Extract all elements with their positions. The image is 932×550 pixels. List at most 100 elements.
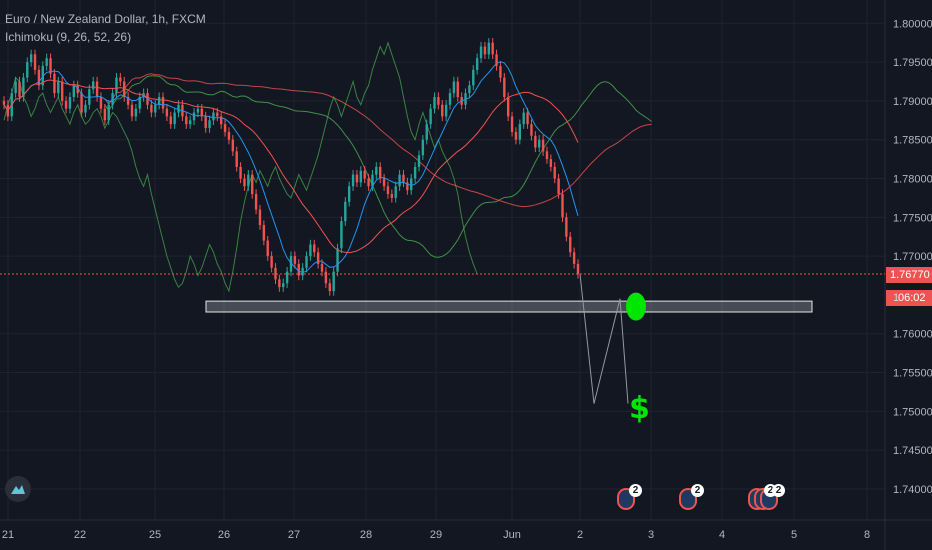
candle-body [491,42,494,55]
candle-body [49,58,52,74]
candle-body [538,139,541,148]
candle-body [45,58,48,66]
candle-body [274,267,277,280]
time-axis-label: 8 [864,529,870,541]
symbol-title[interactable]: Euro / New Zealand Dollar, 1h, FXCM [5,12,206,26]
time-axis-label: 26 [218,529,230,541]
candle-body [320,263,324,272]
candle-body [243,178,246,187]
candle-body [208,120,211,129]
candle-body [26,62,29,78]
candle-body [565,217,568,237]
candle-body [188,120,192,125]
time-axis-label: 21 [2,529,14,541]
candle-body [576,263,580,274]
candle-body [309,244,312,257]
candle-body [76,85,79,94]
candle-body [282,283,285,288]
candle-body [72,85,76,98]
candle-body [355,174,359,183]
candle-body [371,174,374,187]
idea-avatar-group-1[interactable]: 2 [617,484,647,516]
projection-path [579,273,629,404]
candle-body [146,93,149,105]
candle-body [503,77,506,98]
candle-body [130,104,134,117]
candle-body [33,54,37,70]
candle-body [14,81,17,94]
price-axis-label: 1.74500 [893,445,932,457]
candle-body [231,139,235,152]
candle-body [251,174,254,195]
chart-legend: Euro / New Zealand Dollar, 1h, FXCM Ichi… [5,10,206,46]
candle-body [375,166,378,175]
candle-body [115,77,118,94]
last-price-tag: 1.76770 [886,267,932,283]
tradingview-logo[interactable] [5,476,31,502]
count-badge: 2 [772,484,785,497]
candle-body [270,256,273,268]
candle-body [289,256,293,272]
price-axis-label: 1.75000 [893,406,932,418]
candle-body [410,178,413,191]
candle-body [344,201,347,222]
partial-price-label: 1 [893,292,900,304]
candle-body [107,104,110,121]
candle-body [332,271,335,292]
time-axis-label: 25 [149,529,161,541]
candle-body [150,104,153,113]
time-axis-label: 3 [648,529,654,541]
candle-body [444,104,448,117]
candle-body [549,159,553,167]
candle-body [561,194,564,218]
target-marker [626,292,646,321]
candle-body [506,97,510,117]
candle-body [173,112,176,125]
candle-body [204,116,207,129]
dollar-sign-annotation: $ [629,391,650,426]
idea-avatar-group-3[interactable]: 2 2 [748,484,788,516]
candle-body [18,81,21,98]
candle-body [425,124,428,140]
candle-body [212,112,215,121]
candle-body [285,271,289,284]
candle-body [569,236,572,253]
candle-body [510,116,514,132]
candle-body [92,81,95,90]
price-axis-label: 1.76000 [893,329,932,341]
price-axis-label: 1.79000 [893,96,932,108]
candle-body [541,139,545,152]
candle-body [305,256,308,268]
candle-body [165,108,169,117]
candle-body [336,248,339,272]
candle-body [475,58,479,70]
time-axis-label: 22 [74,529,86,541]
candle-body [37,69,41,86]
ichimoku-leading-span-b [104,73,652,208]
candle-body [367,178,370,187]
price-axis-label: 1.78000 [893,174,932,186]
indicator-label[interactable]: Ichimoku (9, 26, 52, 26) [5,30,132,44]
candle-body [468,85,471,94]
candle-body [64,100,68,109]
candle-body [340,221,343,249]
candle-body [518,124,522,140]
count-badge: 2 [629,484,642,497]
candle-body [452,81,456,94]
candle-body [278,279,281,288]
candle-body [200,108,203,117]
candle-body [227,131,231,140]
candle-body [95,81,99,98]
candle-body [514,131,518,140]
candle-body [382,178,386,187]
candle-body [437,97,440,105]
idea-avatar-group-2[interactable]: 2 [679,484,709,516]
ichimoku-lagging-span [3,41,478,293]
price-axis-label: 1.77000 [893,251,932,263]
candle-body [472,69,475,86]
candle-body [185,116,188,125]
logo-icon [11,485,25,494]
time-axis-label: 27 [288,529,300,541]
